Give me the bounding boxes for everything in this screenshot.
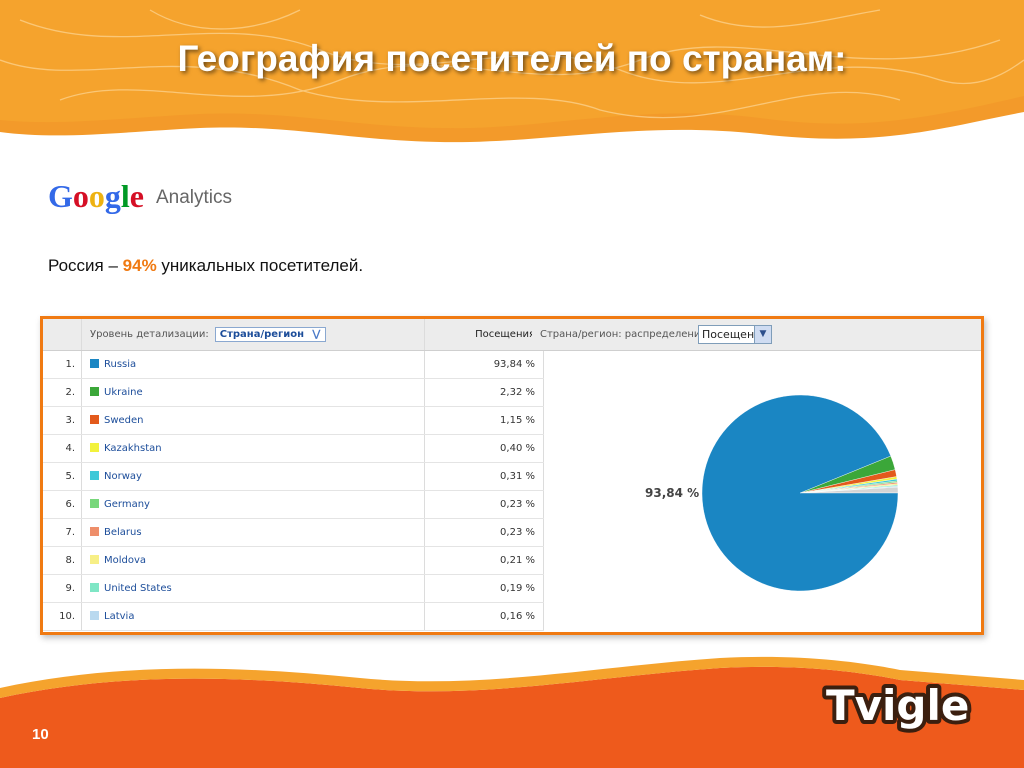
legend-swatch: [90, 387, 99, 396]
pie-chart: 93,84 %: [645, 394, 899, 592]
countries-table: Уровень детализации: Страна/регион ⋁ Посещ…: [43, 319, 544, 631]
distribution-select-value: Посещения: [702, 328, 768, 341]
country-link[interactable]: Moldova: [104, 555, 147, 566]
country-link[interactable]: Kazakhstan: [104, 443, 162, 454]
row-index: 4.: [43, 434, 82, 463]
table-row: 10. Latvia 0,16 %: [43, 602, 544, 631]
country-cell: Kazakhstan: [81, 434, 425, 463]
visits-value: 2,32 %: [424, 378, 544, 407]
google-analytics-logo: Google Analytics: [48, 178, 232, 214]
country-cell: Ukraine: [81, 378, 425, 407]
row-index: 2.: [43, 378, 82, 407]
dropdown-arrow-icon[interactable]: ▼: [754, 326, 771, 343]
row-index: 8.: [43, 546, 82, 575]
table-row: 4. Kazakhstan 0,40 %: [43, 434, 544, 463]
legend-swatch: [90, 499, 99, 508]
table-row: 2. Ukraine 2,32 %: [43, 378, 544, 407]
table-row: 5. Norway 0,31 %: [43, 462, 544, 491]
subtitle: Россия – 94% уникальных посетителей.: [48, 256, 363, 276]
row-index: 7.: [43, 518, 82, 547]
svg-text:Google: Google: [48, 178, 144, 214]
distribution-label: Страна/регион: распределение: [540, 329, 707, 340]
country-link[interactable]: United States: [104, 583, 172, 594]
visits-value: 0,16 %: [424, 602, 544, 631]
subtitle-prefix: Россия –: [48, 256, 123, 275]
country-cell: United States: [81, 574, 425, 603]
detail-level-header: Уровень детализации: Страна/регион ⋁: [81, 319, 425, 351]
table-row: 9. United States 0,19 %: [43, 574, 544, 603]
table-row: 8. Moldova 0,21 %: [43, 546, 544, 575]
visits-value: 0,21 %: [424, 546, 544, 575]
table-row: 1. Russia 93,84 %: [43, 350, 544, 379]
visits-value: 93,84 %: [424, 350, 544, 379]
visits-value: 0,40 %: [424, 434, 544, 463]
country-cell: Russia: [81, 350, 425, 379]
svg-text:Tvigle: Tvigle: [826, 681, 969, 730]
visits-value: 0,31 %: [424, 462, 544, 491]
country-link[interactable]: Latvia: [104, 611, 135, 622]
slide-title: География посетителей по странам:: [177, 38, 847, 79]
row-index: 10.: [43, 602, 82, 631]
country-link[interactable]: Germany: [104, 499, 150, 510]
legend-swatch: [90, 471, 99, 480]
pie-label-russia: 93,84 %: [645, 486, 699, 500]
visits-value: 0,19 %: [424, 574, 544, 603]
table-row: 7. Belarus 0,23 %: [43, 518, 544, 547]
page-number: 10: [32, 726, 49, 743]
country-cell: Belarus: [81, 518, 425, 547]
detail-level-label: Уровень детализации:: [90, 329, 209, 340]
detail-level-select[interactable]: Страна/регион ⋁: [214, 327, 326, 342]
chevron-down-icon: ⋁: [312, 329, 321, 340]
country-cell: Sweden: [81, 406, 425, 435]
visits-value: 0,23 %: [424, 518, 544, 547]
subtitle-highlight: 94%: [122, 256, 157, 275]
country-link[interactable]: Sweden: [104, 415, 144, 426]
country-cell: Germany: [81, 490, 425, 519]
detail-level-value: Страна/регион: [219, 329, 305, 340]
row-index: 9.: [43, 574, 82, 603]
table-header-row: Уровень детализации: Страна/регион ⋁ Посещ…: [43, 319, 544, 351]
legend-swatch: [90, 443, 99, 452]
distribution-header: Страна/регион: распределение Посещения ▼: [532, 319, 981, 351]
country-link[interactable]: Ukraine: [104, 387, 143, 398]
country-cell: Latvia: [81, 602, 425, 631]
visits-value: 0,23 %: [424, 490, 544, 519]
legend-swatch: [90, 359, 99, 368]
country-cell: Norway: [81, 462, 425, 491]
table-row: 6. Germany 0,23 %: [43, 490, 544, 519]
row-index: 1.: [43, 350, 82, 379]
legend-swatch: [90, 415, 99, 424]
svg-text:Analytics: Analytics: [156, 187, 232, 208]
legend-swatch: [90, 583, 99, 592]
index-column-header: [43, 319, 82, 351]
country-link[interactable]: Belarus: [104, 527, 142, 538]
tvigle-logo: Tvigle: [822, 677, 973, 734]
country-link[interactable]: Russia: [104, 359, 137, 370]
pie-slice-russia: [701, 394, 899, 592]
country-link[interactable]: Norway: [104, 471, 142, 482]
legend-swatch: [90, 611, 99, 620]
legend-swatch: [90, 555, 99, 564]
analytics-panel: Уровень детализации: Страна/регион ⋁ Посещ…: [40, 316, 984, 635]
distribution-select[interactable]: Посещения ▼: [698, 325, 772, 344]
row-index: 6.: [43, 490, 82, 519]
country-cell: Moldova: [81, 546, 425, 575]
legend-swatch: [90, 527, 99, 536]
visits-column-header[interactable]: Посещения: [424, 319, 544, 351]
row-index: 5.: [43, 462, 82, 491]
table-row: 3. Sweden 1,15 %: [43, 406, 544, 435]
visits-value: 1,15 %: [424, 406, 544, 435]
subtitle-suffix: уникальных посетителей.: [156, 256, 364, 275]
row-index: 3.: [43, 406, 82, 435]
